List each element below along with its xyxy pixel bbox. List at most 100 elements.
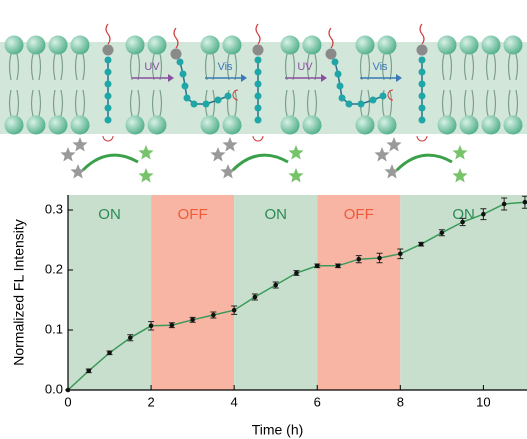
bead <box>191 101 198 108</box>
data-point <box>232 308 237 313</box>
tail <box>256 24 260 44</box>
bead <box>177 59 184 66</box>
data-point <box>377 256 382 261</box>
star <box>72 137 87 152</box>
star <box>452 145 467 160</box>
lipid-head <box>5 116 24 135</box>
star <box>452 168 467 183</box>
bead <box>184 95 191 102</box>
y-tick-label: 0.3 <box>45 201 63 216</box>
bead <box>358 101 365 108</box>
lipid-head <box>27 36 46 55</box>
lipid-head <box>71 116 90 135</box>
anchor <box>326 49 337 60</box>
star <box>138 145 153 160</box>
data-point <box>460 220 465 225</box>
lipid-head <box>126 36 145 55</box>
data-point <box>273 283 278 288</box>
bead <box>105 93 112 100</box>
lipid-head <box>438 36 457 55</box>
lipid-head <box>223 116 242 135</box>
lipid-head <box>201 36 220 55</box>
region-label: OFF <box>178 206 208 223</box>
bead <box>255 105 262 112</box>
data-point <box>356 257 361 262</box>
star <box>220 164 235 179</box>
bead <box>215 97 222 104</box>
bead <box>419 81 426 88</box>
y-tick-label: 0.0 <box>45 381 63 396</box>
data-point <box>315 264 320 269</box>
bead <box>105 81 112 88</box>
lipid-head <box>303 116 322 135</box>
lipid-head <box>148 36 167 55</box>
data-point <box>440 231 445 236</box>
bead <box>105 69 112 76</box>
bead <box>255 57 262 64</box>
plot: ONOFFONOFFON0.00.10.20.30246810Time (h)N… <box>11 195 527 438</box>
lipid-head <box>438 116 457 135</box>
star <box>138 168 153 183</box>
lipid-head <box>482 36 501 55</box>
star <box>70 164 85 179</box>
region <box>151 195 234 390</box>
anchor <box>417 45 428 56</box>
bead <box>419 117 426 124</box>
bead <box>370 97 377 104</box>
bead <box>332 59 339 66</box>
data-point <box>336 264 341 269</box>
region-label: ON <box>264 206 287 223</box>
star <box>374 147 389 162</box>
bead <box>419 105 426 112</box>
star <box>384 164 399 179</box>
bead <box>346 101 353 108</box>
star <box>222 137 237 152</box>
bead <box>255 117 262 124</box>
data-point <box>502 202 507 207</box>
star <box>386 137 401 152</box>
y-tick-label: 0.1 <box>45 321 63 336</box>
lipid-head <box>504 36 523 55</box>
lipid-head <box>126 116 145 135</box>
lipid-head <box>378 36 397 55</box>
data-point <box>211 313 216 318</box>
data-point <box>66 388 71 393</box>
x-tick-label: 4 <box>231 394 238 409</box>
data-point <box>253 295 258 300</box>
lipid-head <box>460 116 479 135</box>
bead <box>419 69 426 76</box>
x-tick-label: 6 <box>314 394 321 409</box>
lipid-head <box>201 116 220 135</box>
data-point <box>107 351 112 356</box>
bead <box>255 93 262 100</box>
lipid-head <box>281 116 300 135</box>
bead <box>105 105 112 112</box>
data-point <box>128 336 133 341</box>
bead <box>419 57 426 64</box>
lipid-head <box>356 116 375 135</box>
lipid-head <box>148 116 167 135</box>
star <box>60 147 75 162</box>
green-arrow <box>83 155 138 170</box>
bead <box>182 83 189 90</box>
arrow-label: Vis <box>217 61 233 73</box>
x-tick-label: 2 <box>147 394 154 409</box>
bead <box>419 93 426 100</box>
lipid-head <box>49 36 68 55</box>
region-label: ON <box>98 206 121 223</box>
region <box>234 195 317 390</box>
star <box>288 168 303 183</box>
y-axis-label: Normalized FL Intensity <box>11 219 27 366</box>
bead <box>225 93 232 100</box>
y-tick-label: 0.2 <box>45 261 63 276</box>
lipid-head <box>223 36 242 55</box>
star <box>210 147 225 162</box>
lipid-head <box>460 36 479 55</box>
bead <box>380 93 387 100</box>
data-point <box>294 271 299 276</box>
bead <box>255 69 262 76</box>
data-point <box>149 324 154 329</box>
bead <box>105 57 112 64</box>
tail <box>106 24 110 44</box>
quencher <box>253 136 263 141</box>
